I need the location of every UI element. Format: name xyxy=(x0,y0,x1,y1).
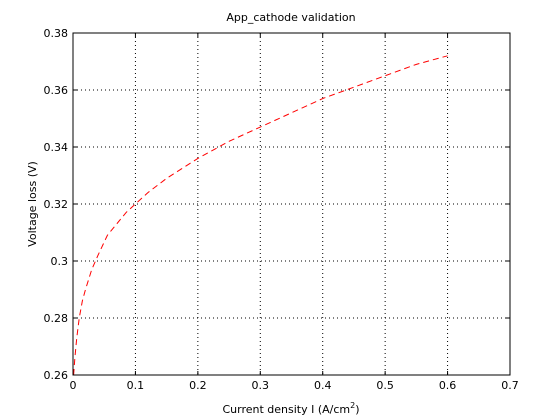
x-tick-label: 0 xyxy=(70,379,77,392)
y-tick-label: 0.36 xyxy=(44,84,69,97)
x-tick-labels: 0 0.1 0.2 0.3 0.4 0.5 0.6 0.7 xyxy=(70,379,519,392)
y-gridlines xyxy=(73,89,510,319)
x-tick-label: 0.3 xyxy=(252,379,270,392)
x-axis-label-superscript: 2 xyxy=(350,401,355,410)
series-line xyxy=(73,55,448,376)
y-tick-labels: 0.26 0.28 0.3 0.32 0.34 0.36 0.38 xyxy=(44,27,69,382)
plot-frame xyxy=(72,32,511,376)
chart-title: App_cathode validation xyxy=(226,11,355,24)
x-axis-label: Current density I (A/cm2) xyxy=(222,401,359,416)
x-tick-label: 0.5 xyxy=(376,379,394,392)
y-tick-label: 0.3 xyxy=(51,255,69,268)
y-axis-label: Voltage loss (V) xyxy=(26,161,39,247)
x-tick-label: 0.6 xyxy=(439,379,457,392)
y-tick-label: 0.34 xyxy=(44,141,69,154)
x-tick-label: 0.7 xyxy=(501,379,519,392)
series-group xyxy=(73,55,448,376)
x-axis-label-tail: ) xyxy=(355,403,359,416)
y-tick-label: 0.32 xyxy=(44,198,69,211)
plot-area xyxy=(72,32,511,376)
x-tick-label: 0.2 xyxy=(189,379,207,392)
y-tick-label: 0.26 xyxy=(44,369,69,382)
y-tick-label: 0.38 xyxy=(44,27,69,40)
y-tick-label: 0.28 xyxy=(44,312,69,325)
x-axis-label-main: Current density I (A/cm xyxy=(222,403,350,416)
x-tick-label: 0.1 xyxy=(127,379,145,392)
x-tick-label: 0.4 xyxy=(314,379,332,392)
